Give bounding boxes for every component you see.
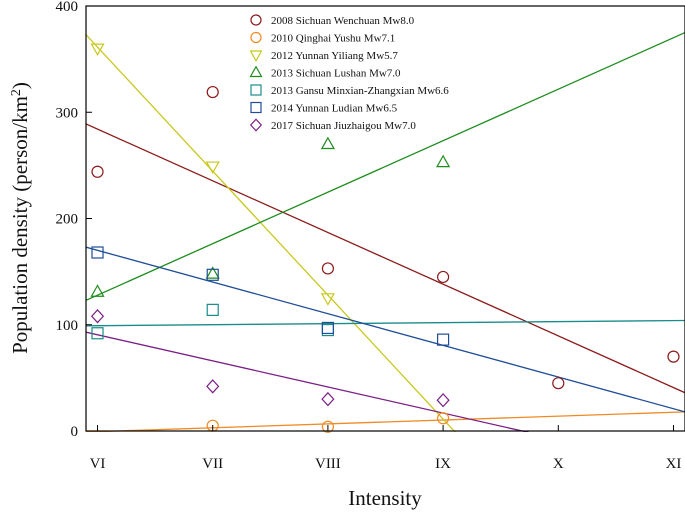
y-axis: 0 100 200 300 400 bbox=[56, 0, 92, 440]
data-point-series-3 bbox=[205, 161, 220, 174]
fit-line-series-7 bbox=[86, 331, 530, 432]
data-point-series-6 bbox=[206, 268, 219, 281]
data-point-series-4 bbox=[205, 266, 220, 279]
x-tick-label: IX bbox=[435, 456, 451, 472]
y-tick-label: 400 bbox=[56, 0, 79, 15]
x-axis-title: Intensity bbox=[348, 486, 422, 510]
data-point-series-7 bbox=[206, 379, 220, 394]
data-point-series-6 bbox=[436, 333, 450, 346]
legend-marker-6 bbox=[250, 101, 262, 114]
legend-label-7: 2017 Sichuan Jiuzhaigou Mw7.0 bbox=[271, 120, 416, 132]
legend-label-5: 2013 Gansu Minxian-Zhangxian Mw6.6 bbox=[271, 85, 449, 97]
legend-marker-2 bbox=[250, 31, 262, 44]
fit-line-series-4 bbox=[86, 31, 685, 301]
fit-line-series-3 bbox=[86, 34, 456, 432]
data-point-series-1 bbox=[552, 377, 565, 390]
data-point-series-2 bbox=[436, 412, 450, 425]
x-tick-label: XI bbox=[666, 456, 682, 472]
y-axis-title: Population density (person/km2) bbox=[8, 82, 32, 354]
x-tick-label: X bbox=[553, 456, 564, 472]
data-point-series-1 bbox=[667, 350, 680, 363]
x-tick-label: VIII bbox=[315, 456, 341, 472]
x-axis: VI VII VIII IX X XI bbox=[90, 425, 682, 472]
legend-marker-1 bbox=[250, 14, 262, 26]
x-tick-label: VII bbox=[202, 456, 223, 472]
fit-lines bbox=[86, 31, 685, 432]
data-point-series-4 bbox=[436, 154, 451, 168]
data-point-series-5 bbox=[91, 327, 104, 340]
fit-line-series-5 bbox=[86, 319, 685, 327]
data-point-series-1 bbox=[91, 165, 104, 178]
legend: 2008 Sichuan Wenchuan Mw8.0 2010 Qinghai … bbox=[249, 14, 449, 132]
x-tick-label: VI bbox=[90, 456, 106, 472]
y-tick-label: 100 bbox=[56, 318, 79, 334]
data-point-series-7 bbox=[90, 309, 105, 324]
legend-label-3: 2012 Yunnan Yiliang Mw5.7 bbox=[271, 50, 398, 62]
fit-line-series-6 bbox=[86, 246, 685, 413]
legend-label-2: 2010 Qinghai Yushu Mw7.1 bbox=[271, 33, 395, 45]
legend-marker-3 bbox=[249, 50, 263, 62]
legend-marker-5 bbox=[250, 84, 262, 96]
y-tick-label: 0 bbox=[71, 424, 79, 440]
data-point-series-5 bbox=[206, 303, 219, 316]
data-point-series-1 bbox=[321, 262, 335, 275]
fit-line-series-2 bbox=[86, 411, 685, 432]
data-point-series-1 bbox=[436, 270, 450, 284]
data-point-series-2 bbox=[321, 420, 335, 433]
data-markers bbox=[90, 43, 680, 433]
legend-label-1: 2008 Sichuan Wenchuan Mw8.0 bbox=[271, 15, 415, 27]
data-point-series-7 bbox=[321, 391, 335, 407]
data-point-series-3 bbox=[320, 293, 335, 306]
data-point-series-4 bbox=[90, 284, 105, 297]
data-point-series-3 bbox=[90, 43, 105, 57]
y-tick-label: 200 bbox=[56, 212, 79, 228]
legend-label-6: 2014 Yunnan Ludian Mw6.5 bbox=[271, 103, 398, 115]
data-point-series-4 bbox=[320, 136, 335, 150]
legend-marker-4 bbox=[249, 65, 263, 78]
data-point-series-7 bbox=[436, 392, 450, 408]
y-tick-label: 300 bbox=[56, 105, 79, 121]
data-point-series-6 bbox=[91, 246, 104, 259]
data-point-series-6 bbox=[321, 321, 335, 335]
data-point-series-1 bbox=[206, 85, 219, 99]
legend-marker-7 bbox=[249, 118, 263, 132]
legend-label-4: 2013 Sichuan Lushan Mw7.0 bbox=[271, 68, 401, 80]
fit-line-series-1 bbox=[86, 123, 685, 394]
